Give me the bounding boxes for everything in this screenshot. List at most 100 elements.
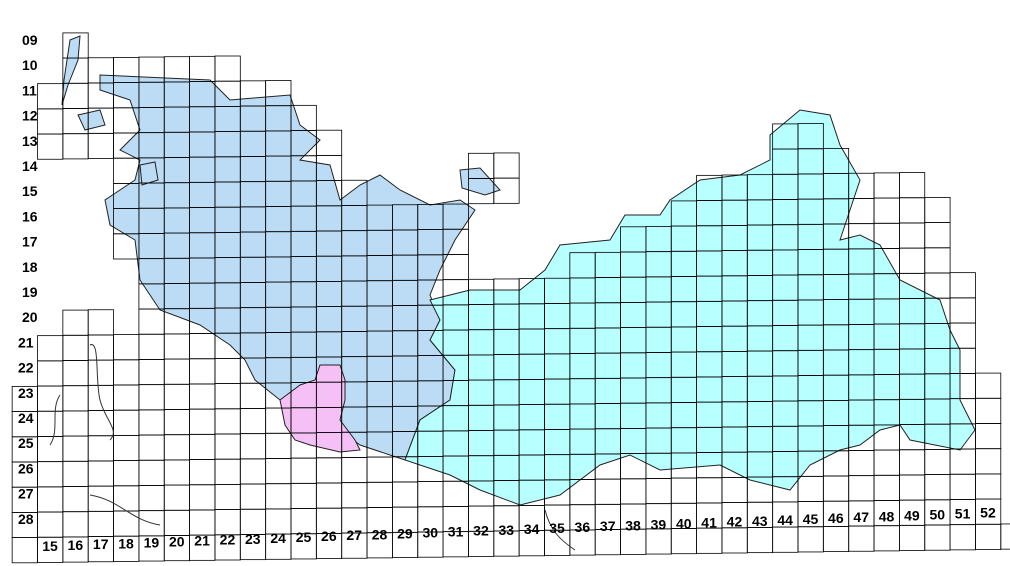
grid-cell[interactable] [113, 485, 140, 512]
grid-cell[interactable] [214, 458, 241, 485]
grid-cell[interactable] [341, 457, 368, 484]
grid-cell[interactable] [62, 410, 89, 437]
grid-cell[interactable] [822, 475, 850, 502]
grid-cell[interactable] [493, 152, 520, 179]
grid-cell[interactable] [62, 486, 89, 513]
grid-cell[interactable] [949, 297, 976, 324]
grid-cell[interactable] [290, 482, 317, 509]
grid-cell[interactable] [138, 459, 165, 486]
grid-cell[interactable] [315, 129, 343, 156]
grid-cell[interactable] [189, 408, 216, 435]
grid-cell[interactable] [239, 433, 267, 460]
grid-cell[interactable] [37, 486, 64, 513]
grid-cell[interactable] [975, 523, 1002, 550]
grid-cell[interactable] [163, 409, 191, 436]
grid-cell[interactable] [138, 333, 165, 360]
grid-cell[interactable] [975, 423, 1002, 450]
grid-cell[interactable] [848, 525, 875, 552]
grid-cell[interactable] [239, 382, 267, 409]
grid-cell[interactable] [214, 357, 241, 384]
grid-cell[interactable] [37, 83, 64, 110]
grid-cell[interactable] [163, 484, 191, 511]
grid-cell[interactable] [37, 436, 64, 463]
grid-cell[interactable] [924, 474, 951, 501]
grid-cell[interactable] [670, 528, 698, 555]
grid-cell[interactable] [62, 511, 89, 538]
grid-cell[interactable] [138, 434, 165, 461]
grid-cell[interactable] [670, 477, 698, 504]
grid-cell[interactable] [138, 409, 165, 436]
grid-cell[interactable] [442, 254, 469, 281]
grid-cell[interactable] [493, 177, 520, 204]
grid-cell[interactable] [62, 460, 89, 487]
grid-cell[interactable] [62, 360, 89, 387]
grid-cell[interactable] [163, 434, 191, 461]
grid-cell[interactable] [620, 478, 647, 505]
grid-cell[interactable] [214, 433, 241, 460]
grid-cell[interactable] [848, 450, 875, 477]
grid-cell[interactable] [975, 473, 1002, 500]
grid-cell[interactable] [163, 333, 191, 360]
grid-cell[interactable] [239, 483, 267, 510]
grid-cell[interactable] [417, 481, 444, 508]
grid-cell[interactable] [163, 459, 191, 486]
grid-cell[interactable] [924, 524, 951, 551]
grid-cell[interactable] [924, 247, 951, 274]
grid-cell[interactable] [366, 456, 393, 483]
grid-cell[interactable] [87, 384, 114, 411]
grid-cell[interactable] [189, 433, 216, 460]
grid-cell[interactable] [899, 474, 926, 501]
grid-cell[interactable] [873, 474, 900, 501]
grid-cell[interactable] [594, 478, 621, 505]
grid-cell[interactable] [822, 526, 850, 553]
grid-cell[interactable] [721, 476, 748, 503]
grid-cell[interactable] [975, 448, 1002, 475]
grid-cell[interactable] [949, 448, 976, 475]
grid-cell[interactable] [899, 247, 926, 274]
grid-cell[interactable] [265, 432, 292, 459]
grid-cell[interactable] [899, 524, 926, 551]
grid-cell[interactable] [113, 434, 140, 461]
grid-cell[interactable] [797, 526, 824, 553]
grid-cell[interactable] [138, 384, 165, 411]
grid-cell[interactable] [746, 527, 774, 554]
grid-cell[interactable] [87, 510, 114, 537]
grid-cell[interactable] [87, 435, 114, 462]
grid-cell[interactable] [87, 460, 114, 487]
grid-cell[interactable] [949, 272, 976, 299]
grid-cell[interactable] [899, 222, 926, 249]
grid-cell[interactable] [87, 334, 114, 361]
grid-cell[interactable] [899, 172, 926, 199]
grid-cell[interactable] [163, 509, 191, 536]
grid-cell[interactable] [87, 485, 114, 512]
grid-cell[interactable] [189, 484, 216, 511]
grid-cell[interactable] [138, 359, 165, 386]
grid-cell[interactable] [113, 510, 140, 537]
grid-cell[interactable] [772, 526, 799, 553]
grid-cell[interactable] [696, 527, 723, 554]
grid-cell[interactable] [37, 461, 64, 488]
grid-cell[interactable] [696, 477, 723, 504]
grid-cell[interactable] [113, 359, 140, 386]
grid-cell[interactable] [899, 197, 926, 224]
grid-cell[interactable] [87, 359, 114, 386]
grid-cell[interactable] [37, 133, 64, 160]
grid-cell[interactable] [315, 482, 343, 509]
grid-cell[interactable] [265, 483, 292, 510]
grid-cell[interactable] [37, 410, 64, 437]
grid-cell[interactable] [37, 511, 64, 538]
grid-cell[interactable] [214, 55, 241, 82]
grid-cell[interactable] [214, 483, 241, 510]
grid-cell[interactable] [37, 385, 64, 412]
grid-cell[interactable] [975, 372, 1002, 399]
grid-cell[interactable] [113, 409, 140, 436]
grid-cell[interactable] [163, 383, 191, 410]
grid-cell[interactable] [87, 132, 114, 159]
grid-cell[interactable] [366, 481, 393, 508]
grid-cell[interactable] [189, 55, 216, 82]
grid-cell[interactable] [239, 458, 267, 485]
grid-cell[interactable] [873, 525, 900, 552]
grid-cell[interactable] [949, 524, 976, 551]
grid-cell[interactable] [37, 335, 64, 362]
grid-cell[interactable] [645, 528, 672, 555]
